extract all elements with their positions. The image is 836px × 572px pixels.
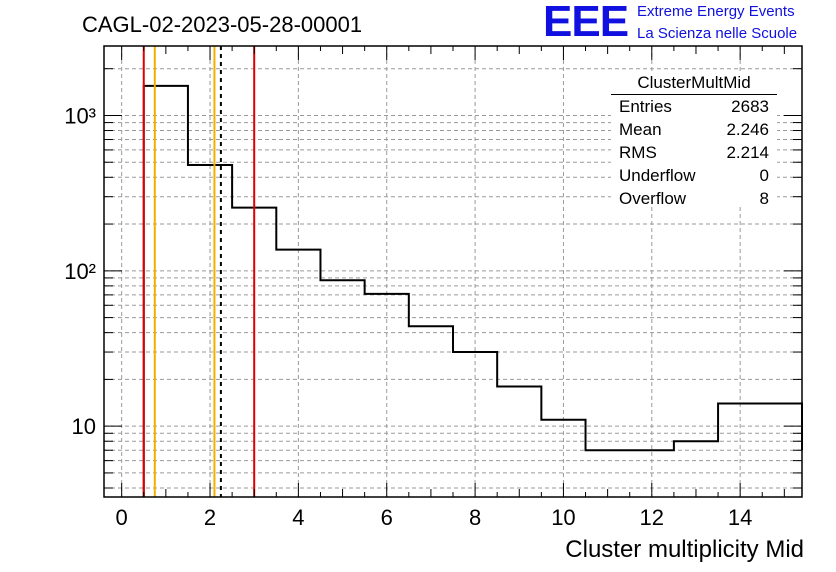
histogram-bin <box>674 441 718 497</box>
stats-row-underflow: Underflow 0 <box>611 164 777 187</box>
histogram-bin <box>320 280 364 497</box>
stats-value: 2.214 <box>726 143 769 162</box>
stats-title: ClusterMultMid <box>611 72 777 95</box>
axes: 0 2 4 6 8 10 12 14 10 10² 10³ <box>64 45 803 530</box>
x-tick-label: 4 <box>292 505 304 530</box>
histogram-bin <box>365 294 409 497</box>
stats-row-overflow: Overflow 8 <box>611 187 777 210</box>
stats-value: 8 <box>759 189 769 208</box>
histogram-bin <box>144 86 188 497</box>
x-tick-label: 6 <box>381 505 393 530</box>
stats-key: Overflow <box>619 189 687 208</box>
x-tick-label: 8 <box>469 505 481 530</box>
histogram-bin <box>718 403 802 497</box>
x-tick-label: 2 <box>204 505 216 530</box>
x-tick-label: 0 <box>116 505 128 530</box>
histogram-bin <box>409 326 453 497</box>
x-axis-label: Cluster multiplicity Mid <box>565 536 804 563</box>
stats-key: Underflow <box>619 166 696 185</box>
histogram-bin <box>188 165 232 497</box>
stats-row-mean: Mean 2.246 <box>611 118 777 141</box>
stats-key: Entries <box>619 97 672 116</box>
stats-row-entries: Entries 2683 <box>611 95 777 118</box>
x-tick-label: 10 <box>551 505 575 530</box>
stats-value: 0 <box>759 166 769 185</box>
y-tick-label: 10² <box>64 259 96 284</box>
chart-title: CAGL-02-2023-05-28-00001 <box>82 12 363 37</box>
histogram-bin <box>276 250 320 497</box>
histogram-bin <box>497 387 541 497</box>
stats-row-rms: RMS 2.214 <box>611 141 777 164</box>
eee-logo: EEE <box>543 0 629 46</box>
histogram-outline <box>142 84 803 497</box>
stats-box: ClusterMultMid Entries 2683 Mean 2.246 R… <box>611 72 777 208</box>
marker-lines <box>142 46 256 497</box>
histogram-series <box>142 84 803 497</box>
x-tick-label: 12 <box>640 505 664 530</box>
y-tick-label: 10 <box>72 414 96 439</box>
stats-value: 2.246 <box>726 120 769 139</box>
x-tick-label: 14 <box>728 505 752 530</box>
logo-subtitle-1: Extreme Energy Events <box>637 3 795 20</box>
logo-subtitle-2: La Scienza nelle Scuole <box>637 25 798 42</box>
stats-key: Mean <box>619 120 662 139</box>
stats-value: 2683 <box>731 97 769 116</box>
histogram-bin <box>453 352 497 497</box>
y-tick-label: 10³ <box>64 103 96 128</box>
stats-key: RMS <box>619 143 657 162</box>
